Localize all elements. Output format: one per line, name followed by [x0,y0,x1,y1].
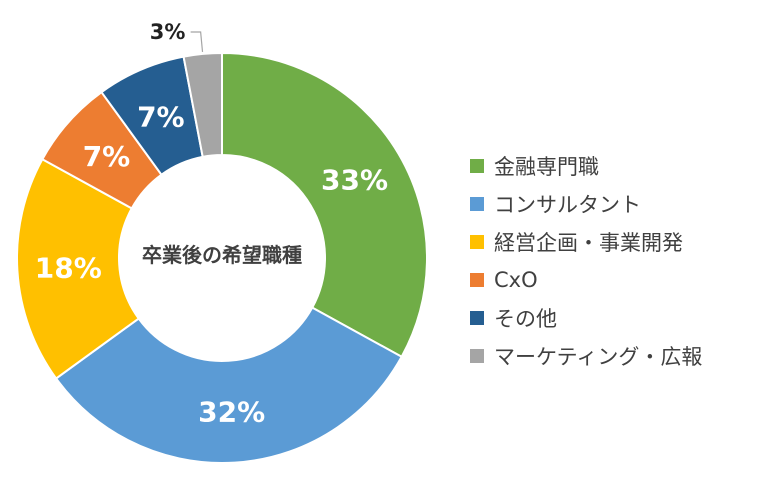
legend-swatch [470,159,484,173]
legend-item-consultant: コンサルタント [470,185,702,223]
slice-label-finance-specialist: 33% [321,164,388,197]
slice-label-other: 7% [137,101,185,134]
legend-item-cxo: CxO [470,261,702,299]
legend-label: 金融専門職 [494,155,599,179]
legend-item-other: その他 [470,299,702,337]
legend-swatch [470,273,484,287]
legend-label: その他 [494,307,557,331]
slice-label-marketing-pr: 3% [150,20,186,44]
slice-consultant [54,306,404,464]
legend: 金融専門職コンサルタント経営企画・事業開発 CxO その他マーケティング・広報 [470,147,702,375]
legend-swatch [470,197,484,211]
slice-label-cxo: 7% [83,140,131,173]
legend-item-corporate-planning: 経営企画・事業開発 [470,223,702,261]
chart-title: 卒業後の希望職種 [142,243,302,267]
legend-item-finance-specialist: 金融専門職 [470,147,702,185]
legend-label: マーケティング・広報 [494,345,703,369]
legend-swatch [470,235,484,249]
legend-label: CxO [494,268,538,292]
slice-finance-specialist [221,51,428,359]
legend-item-marketing-pr: マーケティング・広報 [470,337,702,375]
legend-label: コンサルタント [494,193,641,217]
leader-line-marketing-pr [190,31,204,52]
legend-swatch [470,349,484,363]
slice-corporate-planning [16,157,141,380]
donut-chart-svg: 33% 32% 18% 7%7% 3% 卒業後の希望職種 [16,20,428,464]
slice-marketing-pr [182,51,223,158]
legend-swatch [470,311,484,325]
legend-label: 経営企画・事業開発 [494,231,683,255]
slice-label-corporate-planning: 18% [35,252,102,285]
slice-label-consultant: 32% [198,396,265,429]
